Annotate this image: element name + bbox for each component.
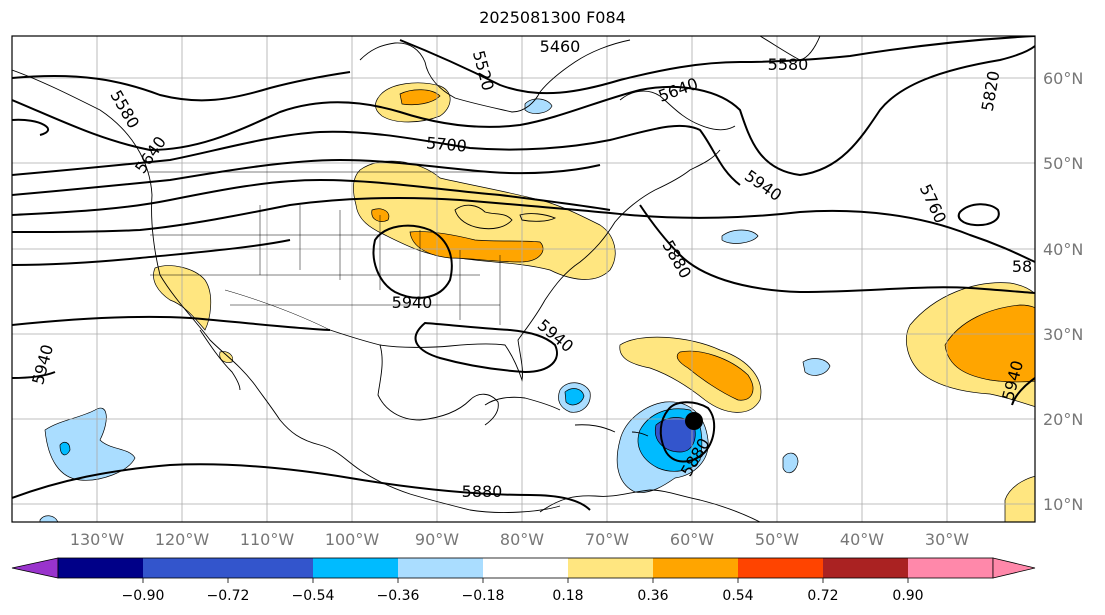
colorbar-label: −0.54	[292, 588, 335, 604]
contour-label: 5460	[540, 37, 581, 56]
map-title: 2025081300 F084	[479, 8, 626, 27]
longitude-labels: 130°W 120°W 110°W 100°W 90°W 80°W 70°W 6…	[70, 530, 969, 549]
negative-anomaly-region	[802, 358, 831, 376]
colorbar-label: 0.72	[807, 588, 838, 604]
positive-anomaly-core	[399, 89, 441, 106]
negative-anomaly-region	[782, 452, 799, 474]
colorbar-label: −0.72	[207, 588, 250, 604]
height-contours	[12, 36, 1035, 511]
lon-tick-label: 40°W	[840, 530, 884, 549]
lat-tick-label: 50°N	[1043, 154, 1083, 173]
contour-label: 5880	[462, 482, 503, 501]
colorbar-label: 0.90	[892, 588, 923, 604]
lat-tick-label: 10°N	[1043, 495, 1083, 514]
lat-tick-label: 20°N	[1043, 410, 1083, 429]
lon-tick-label: 110°W	[240, 530, 295, 549]
contour-label: 58	[1012, 257, 1032, 276]
negative-anomaly-region	[721, 229, 759, 244]
gridlines	[12, 36, 1035, 522]
negative-anomaly-region	[44, 407, 136, 481]
lon-tick-label: 30°W	[925, 530, 969, 549]
colorbar-label: −0.18	[462, 588, 505, 604]
negative-anomaly-core	[564, 388, 585, 406]
negative-anomaly-region	[39, 515, 59, 522]
colorbar-label: 0.18	[552, 588, 583, 604]
lon-tick-label: 90°W	[415, 530, 459, 549]
positive-anomaly-region	[353, 160, 616, 280]
colorbar-label: 0.36	[637, 588, 668, 604]
colorbar-label: −0.90	[122, 588, 165, 604]
lon-tick-label: 60°W	[670, 530, 714, 549]
negative-anomaly-core	[654, 417, 696, 453]
map-frame	[11, 35, 1036, 523]
positive-anomaly-core	[944, 304, 1035, 383]
lon-tick-label: 80°W	[500, 530, 544, 549]
contour-label: 5700	[425, 133, 467, 155]
colorbar-low-extension	[11, 557, 59, 579]
negative-anomaly-core	[59, 441, 71, 456]
positive-anomaly-core	[371, 208, 390, 222]
contour-labels: 5460 5520 5580 5580 5640 5640 5700 5760 …	[28, 37, 1032, 501]
lon-tick-label: 130°W	[70, 530, 125, 549]
positive-anomaly-core	[676, 350, 754, 401]
contour-label: 5580	[768, 55, 809, 74]
lat-tick-label: 30°N	[1043, 325, 1083, 344]
lat-tick-label: 40°N	[1043, 240, 1083, 259]
colorbar-high-extension	[992, 557, 1036, 579]
lon-tick-label: 50°W	[755, 530, 799, 549]
storm-center-marker	[685, 412, 703, 430]
lat-tick-label: 60°N	[1043, 69, 1083, 88]
lon-tick-label: 70°W	[585, 530, 629, 549]
contour-label: 5940	[392, 293, 433, 312]
lon-tick-label: 100°W	[325, 530, 380, 549]
political-borders	[148, 171, 501, 331]
lon-tick-label: 120°W	[155, 530, 210, 549]
negative-anomaly-region	[524, 98, 553, 114]
positive-anomaly-region	[1004, 476, 1035, 522]
colorbar: −0.90 −0.72 −0.54 −0.36 −0.18 0.18 0.36 …	[11, 557, 1036, 604]
colorbar-label: −0.36	[377, 588, 420, 604]
latitude-labels: 10°N 20°N 30°N 40°N 50°N 60°N	[1043, 69, 1083, 514]
colorbar-label: 0.54	[722, 588, 753, 604]
